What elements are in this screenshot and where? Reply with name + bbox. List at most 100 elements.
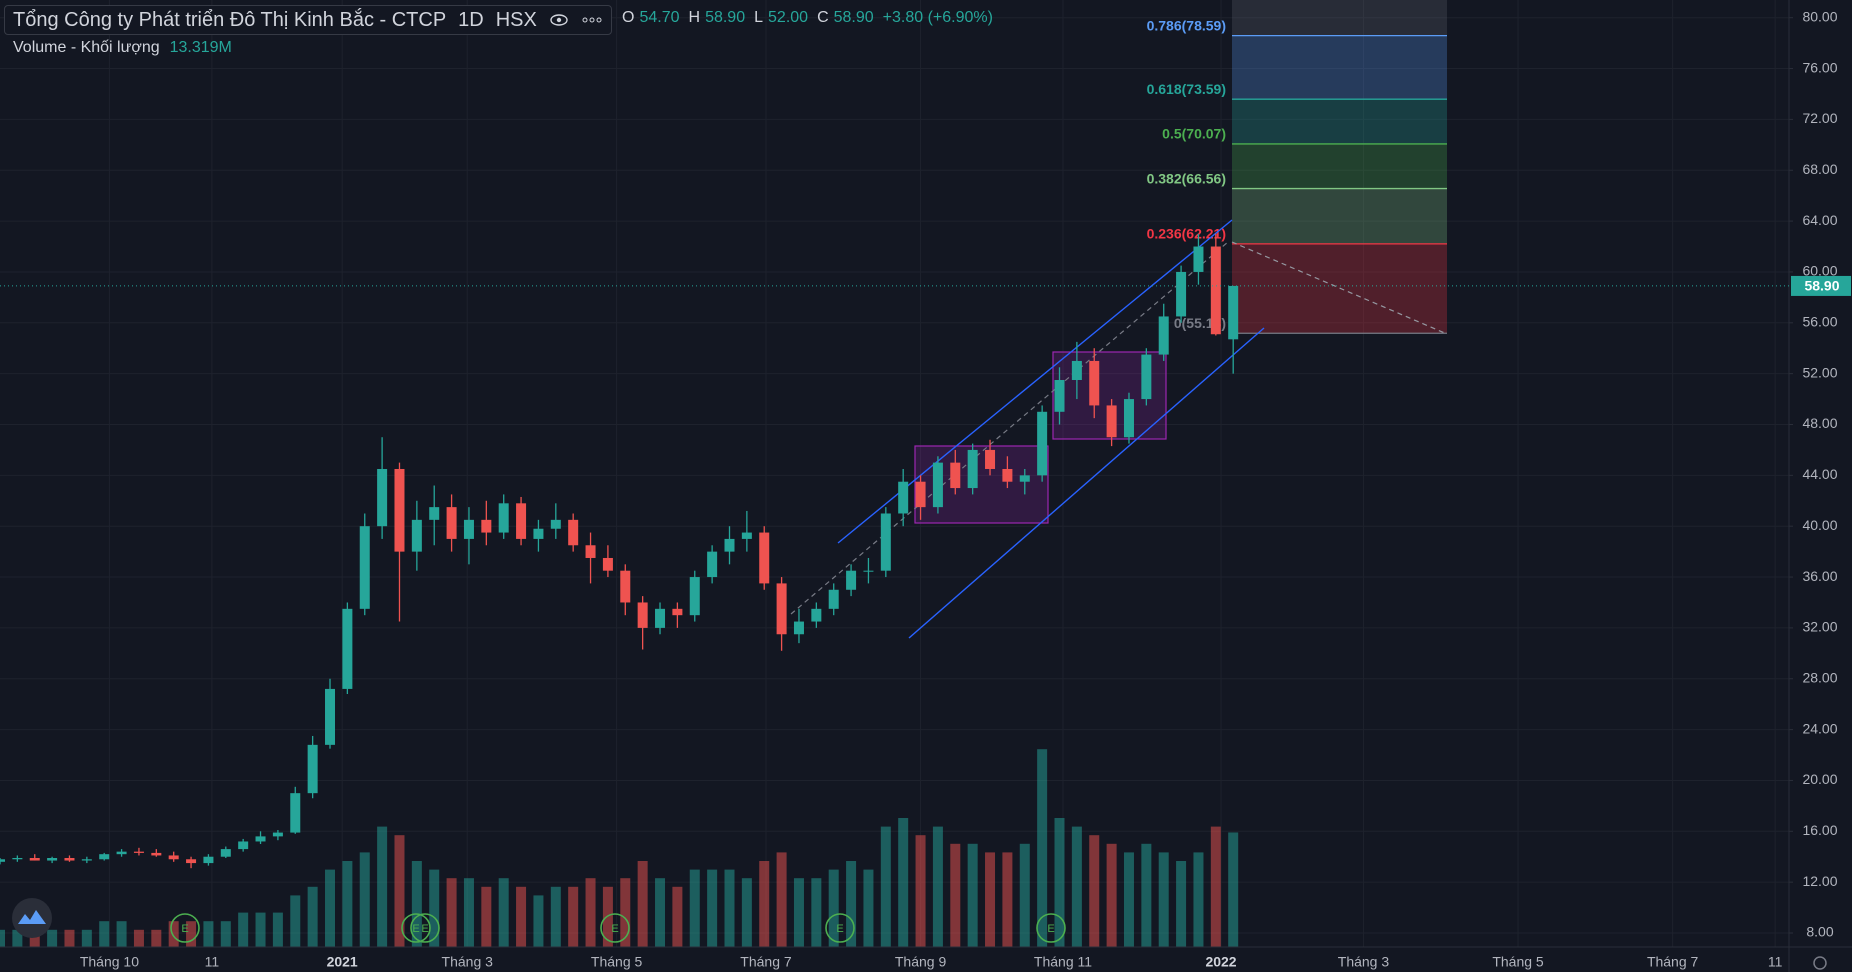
symbol-header[interactable]: Tổng Công ty Phát triển Đô Thị Kinh Bắc … (4, 5, 612, 35)
event-marker (1036, 913, 1066, 943)
y-tick-label: 64.00 (1802, 212, 1837, 228)
candle-body (481, 519, 492, 533)
candle-body (1210, 246, 1221, 335)
candle-body (863, 570, 874, 572)
volume-value: 13.319M (169, 39, 232, 56)
volume-bar (655, 878, 666, 947)
gear[interactable] (1813, 956, 1827, 970)
fib-label: 0.382(66.56) (1147, 170, 1226, 186)
candle-body (655, 608, 666, 628)
candle-body (672, 608, 683, 616)
volume-bar (64, 929, 75, 947)
interval[interactable]: 1D (458, 8, 484, 31)
volume-bar (620, 878, 631, 947)
candle-body (915, 481, 926, 508)
candle-body (359, 526, 370, 609)
volume-bars (0, 749, 1239, 947)
settings-icon[interactable] (1813, 956, 1827, 970)
volume-bar (238, 912, 249, 947)
volume-bar (1106, 843, 1117, 947)
volume-bar (394, 835, 405, 947)
y-tick-label: 44.00 (1802, 466, 1837, 482)
volume-bar (793, 878, 804, 947)
legend-key: O (622, 9, 635, 26)
x-tick-label: Tháng 5 (591, 954, 643, 970)
volume-bar (377, 826, 388, 947)
channel-middle[interactable] (790, 241, 1229, 615)
volume-bar (342, 861, 353, 947)
exchange: HSX (495, 8, 537, 31)
candle-body (394, 468, 405, 552)
candle-body (637, 602, 648, 628)
candle-body (186, 859, 197, 864)
x-tick-label: Tháng 11 (1034, 954, 1092, 970)
candle-body (568, 519, 579, 546)
candle-body (29, 857, 40, 861)
event-label: E (1047, 923, 1054, 935)
volume-bar (1228, 832, 1239, 947)
volume-bar (463, 878, 474, 947)
volume-bar (1071, 826, 1082, 947)
fib-label: 0.5(70.07) (1162, 126, 1226, 142)
candle-body (585, 545, 596, 558)
volume-title: Volume - Khối lượng (13, 39, 160, 56)
legend-key: H (688, 9, 701, 26)
candle-body (116, 851, 127, 855)
x-tick-label: 2021 (327, 954, 358, 970)
event-label: E (181, 923, 188, 935)
candle-body (1002, 468, 1013, 482)
fib-zone (1232, 35, 1447, 100)
volume-legend: Volume - Khối lượng 13.319M (13, 39, 232, 57)
volume-bar (637, 861, 648, 947)
y-tick-label: 52.00 (1802, 364, 1837, 380)
volume-bar (220, 921, 231, 947)
volume-bar (1054, 818, 1065, 947)
candle-body (325, 688, 336, 745)
candle-body (47, 857, 58, 861)
candle-body (828, 589, 839, 609)
candle-body (516, 503, 527, 539)
volume-bar (1158, 852, 1169, 947)
volume-bar (1210, 826, 1221, 947)
candle-body (168, 855, 179, 860)
volume-bar (1019, 843, 1030, 947)
volume-bar (863, 869, 874, 947)
fib-trend-line[interactable] (1231, 241, 1448, 335)
volume-bar (915, 835, 926, 947)
candle-body (1089, 360, 1100, 406)
event-label: E (412, 923, 419, 935)
y-tick-label: 56.00 (1802, 314, 1837, 330)
candle-body (1106, 405, 1117, 438)
volume-bar (1089, 835, 1100, 947)
fib-zone (1232, 188, 1447, 244)
volume-bar (81, 929, 92, 947)
event-marker (170, 913, 200, 943)
legend-key: C (817, 9, 829, 26)
drawings (790, 219, 1448, 639)
volume-bar (516, 886, 527, 947)
event-marker (401, 913, 431, 943)
candle-body (620, 570, 631, 603)
candle-body (446, 507, 457, 539)
volume-bar (689, 869, 700, 947)
volume-bar (325, 869, 336, 947)
volume-bar (1176, 861, 1187, 947)
more-icon[interactable] (581, 16, 603, 24)
volume-bar (429, 869, 440, 947)
candle-body (602, 557, 613, 571)
volume-bar (12, 929, 23, 947)
candle-body (1158, 316, 1169, 355)
candle-body (498, 503, 509, 533)
volume-bar (116, 921, 127, 947)
channel-lower[interactable] (908, 327, 1265, 639)
eye-icon[interactable] (549, 13, 569, 27)
volume-bar (168, 921, 179, 947)
logo[interactable] (12, 898, 52, 938)
fib-label: 0.236(62.21) (1147, 226, 1226, 242)
volume-bar (585, 878, 596, 947)
volume-bar (1141, 843, 1152, 947)
x-tick-label: Tháng 7 (1647, 954, 1699, 970)
candle-body (99, 854, 110, 860)
